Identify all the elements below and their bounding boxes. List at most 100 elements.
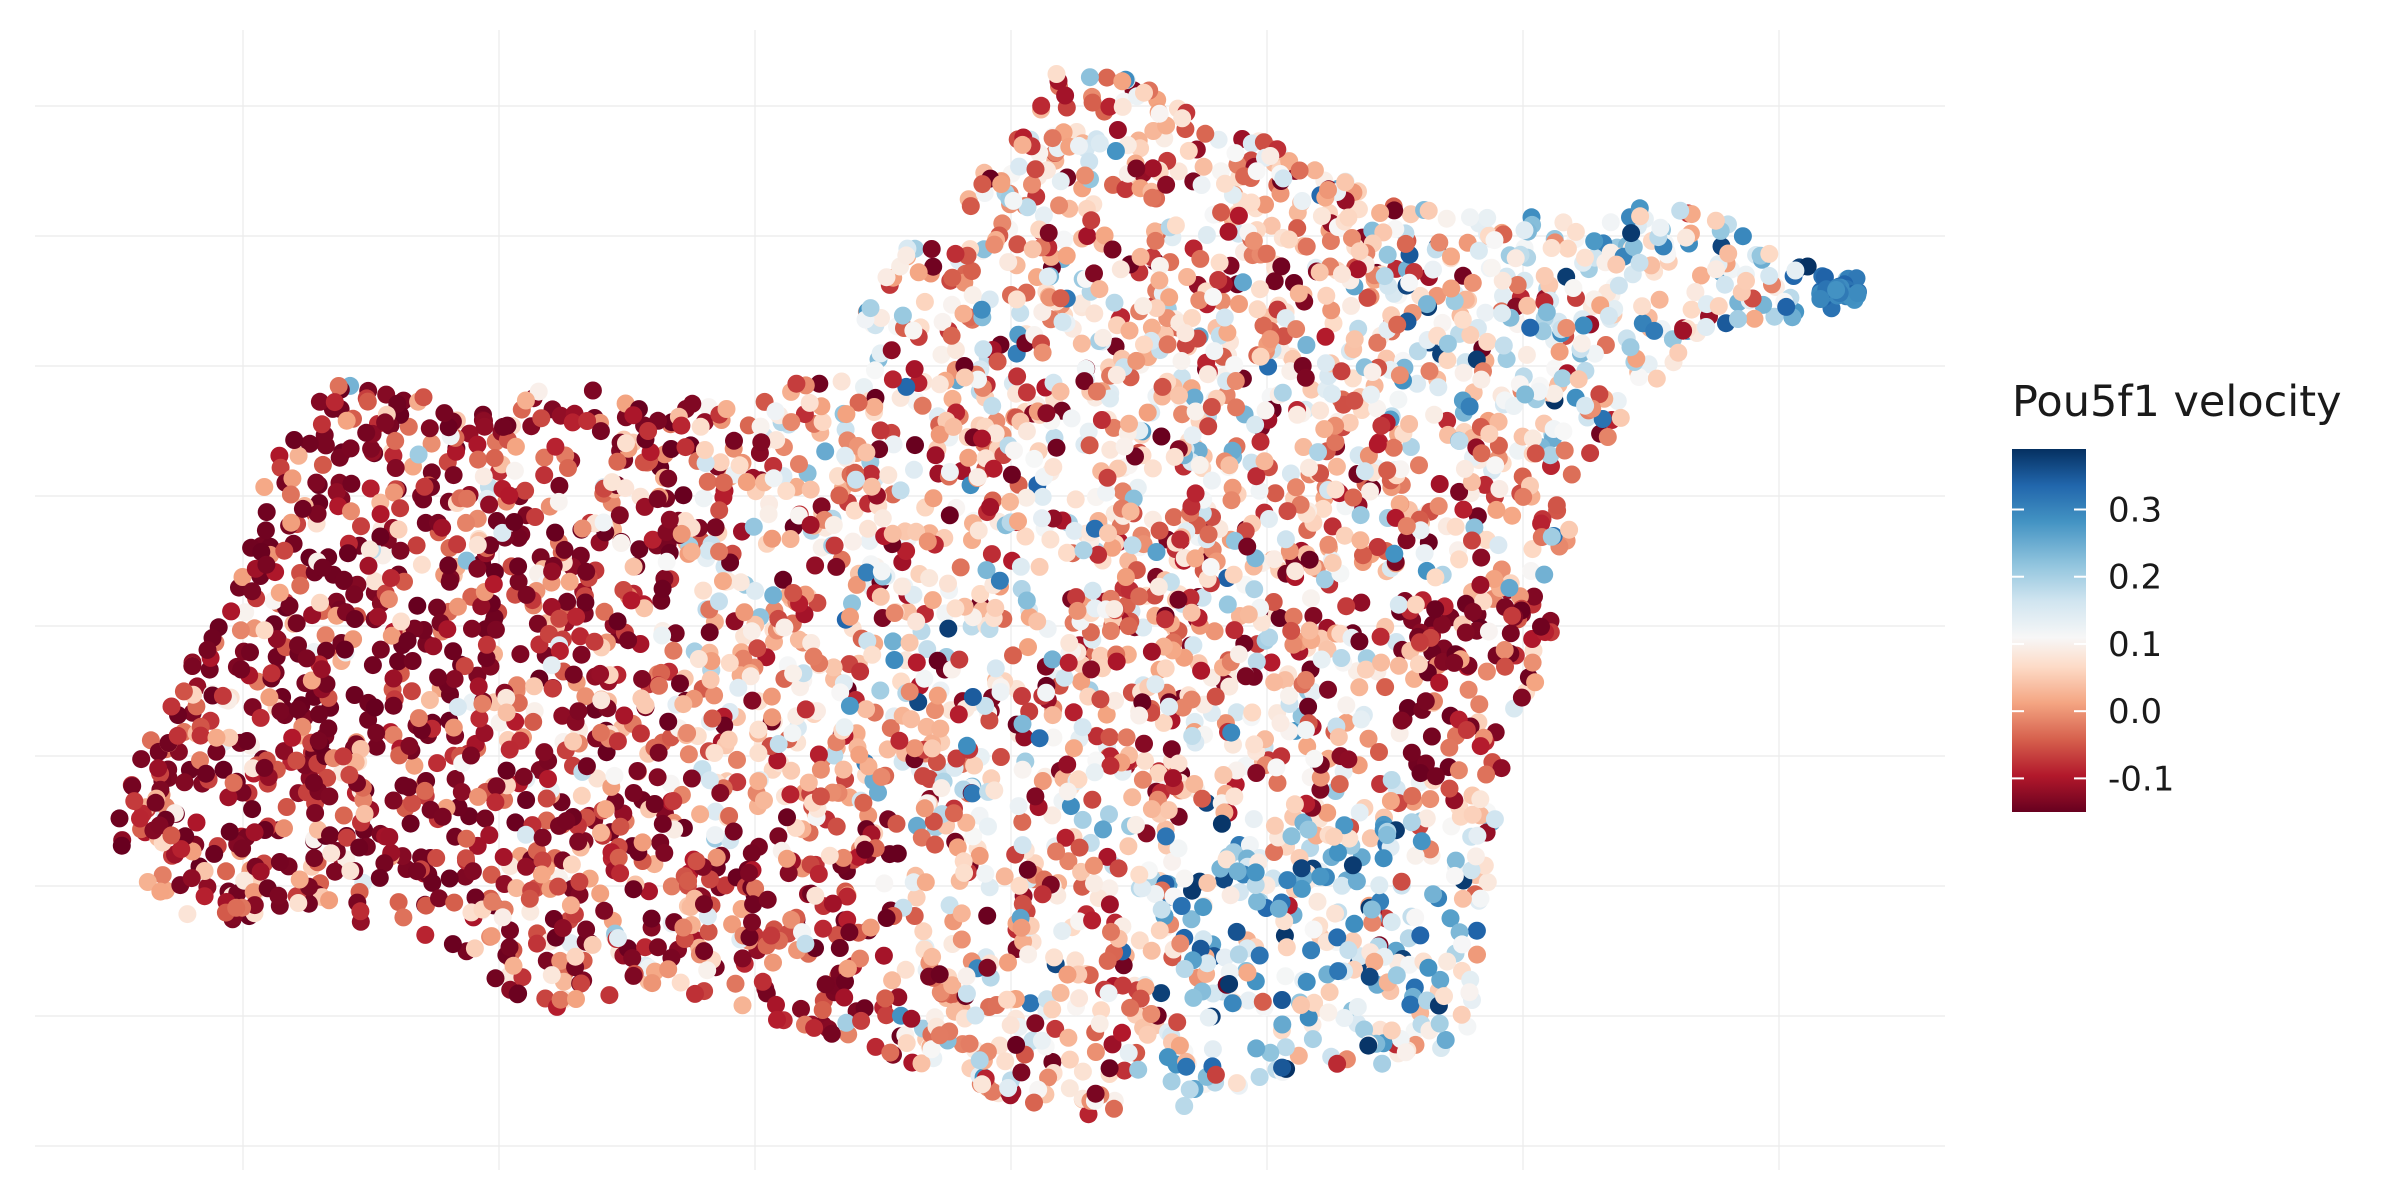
scatter-point	[872, 562, 891, 581]
scatter-point	[1412, 832, 1431, 851]
scatter-point	[125, 792, 144, 811]
scatter-point	[1072, 334, 1091, 353]
scatter-point	[871, 421, 890, 440]
scatter-point	[1454, 363, 1473, 382]
scatter-point	[1487, 500, 1506, 519]
scatter-point	[1203, 1040, 1222, 1059]
scatter-point	[289, 446, 308, 465]
scatter-point	[384, 791, 403, 810]
scatter-point	[1248, 892, 1267, 911]
scatter-point	[710, 592, 728, 611]
scatter-point	[557, 812, 576, 830]
scatter-point	[551, 990, 570, 1009]
scatter-point	[1217, 850, 1236, 869]
scatter-point	[1532, 617, 1550, 636]
scatter-point	[796, 700, 815, 719]
scatter-point	[131, 809, 149, 828]
scatter-point	[1374, 849, 1393, 868]
scatter-point	[1397, 531, 1416, 550]
scatter-point	[251, 708, 270, 727]
scatter-point	[435, 404, 454, 423]
scatter-point	[1554, 422, 1573, 441]
scatter-point	[1115, 437, 1134, 456]
scatter-point	[843, 594, 861, 613]
scatter-point	[524, 712, 543, 731]
scatter-point	[526, 508, 545, 526]
scatter-point	[1012, 1063, 1031, 1082]
scatter-point	[1276, 530, 1295, 549]
scatter-point	[1150, 271, 1169, 290]
scatter-point	[1471, 575, 1490, 594]
scatter-point	[1120, 414, 1138, 433]
scatter-point	[672, 416, 691, 435]
scatter-point	[430, 889, 448, 908]
scatter-point	[1240, 836, 1259, 854]
scatter-point	[256, 521, 275, 540]
scatter-point	[926, 835, 944, 854]
scatter-point	[1219, 222, 1238, 241]
scatter-point	[885, 651, 904, 669]
scatter-point	[1337, 696, 1356, 715]
scatter-point	[1496, 657, 1514, 676]
scatter-point	[1001, 1016, 1020, 1035]
scatter-point	[744, 517, 763, 536]
scatter-point	[448, 698, 467, 716]
scatter-point	[1092, 411, 1111, 429]
scatter-point	[427, 849, 446, 867]
scatter-point	[1059, 1028, 1078, 1047]
scatter-point	[905, 360, 924, 379]
scatter-point	[1545, 384, 1564, 403]
scatter-point	[269, 886, 288, 905]
scatter-point	[777, 482, 796, 500]
scatter-point	[1403, 787, 1422, 805]
scatter-point	[1378, 826, 1397, 844]
scatter-point	[802, 634, 821, 652]
scatter-point	[1630, 368, 1648, 387]
scatter-point	[1477, 765, 1496, 784]
scatter-point	[1129, 1060, 1148, 1079]
scatter-point	[1630, 253, 1649, 272]
scatter-point	[367, 723, 386, 742]
scatter-point	[682, 769, 701, 788]
scatter-point	[1329, 843, 1347, 862]
scatter-point	[876, 989, 895, 1008]
scatter-point	[957, 813, 976, 832]
scatter-point	[683, 394, 702, 413]
scatter-point	[1117, 728, 1136, 747]
scatter-point	[897, 542, 916, 561]
scatter-point	[563, 413, 582, 432]
scatter-point	[371, 505, 390, 524]
scatter-point	[535, 466, 554, 485]
scatter-point	[595, 602, 614, 621]
scatter-point	[468, 435, 487, 454]
scatter-point	[1192, 661, 1211, 680]
scatter-point	[1352, 593, 1371, 612]
scatter-point	[1388, 315, 1407, 334]
scatter-point	[1446, 851, 1465, 870]
scatter-point	[812, 497, 831, 516]
scatter-point	[825, 536, 844, 555]
scatter-point	[986, 424, 1005, 443]
scatter-point	[974, 340, 993, 359]
scatter-point	[385, 483, 403, 502]
scatter-point	[205, 844, 224, 863]
scatter-point	[1183, 727, 1202, 745]
scatter-point	[741, 667, 760, 686]
scatter-point	[1359, 1036, 1378, 1055]
scatter-point	[1212, 814, 1231, 833]
scatter-point	[472, 597, 491, 616]
scatter-point	[1134, 297, 1153, 316]
scatter-point	[1247, 764, 1266, 782]
scatter-point	[1192, 176, 1211, 194]
scatter-point	[749, 744, 768, 763]
scatter-point	[1226, 372, 1245, 390]
scatter-point	[576, 593, 595, 612]
scatter-point	[883, 971, 902, 990]
scatter-point	[847, 575, 866, 594]
scatter-point	[1041, 530, 1060, 549]
scatter-point	[960, 1034, 979, 1053]
scatter-point	[420, 419, 439, 438]
scatter-point	[954, 304, 973, 323]
scatter-point	[1142, 800, 1161, 819]
scatter-point	[1526, 673, 1545, 692]
